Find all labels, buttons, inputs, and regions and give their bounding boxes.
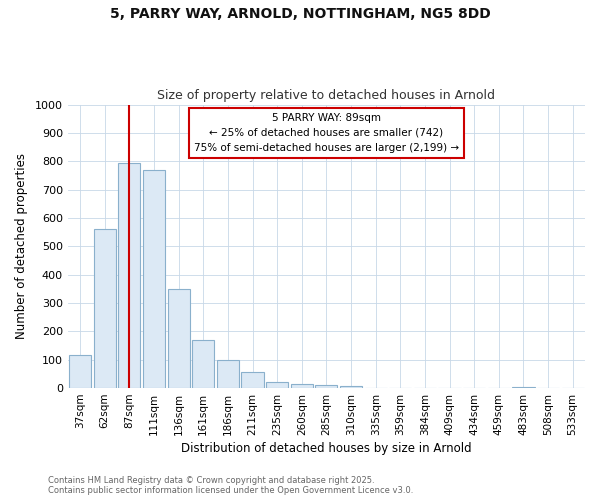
Text: 5 PARRY WAY: 89sqm
← 25% of detached houses are smaller (742)
75% of semi-detach: 5 PARRY WAY: 89sqm ← 25% of detached hou… [194,113,459,152]
Bar [94,230,116,388]
Bar [118,162,140,388]
Bar [290,384,313,388]
Bar [266,382,288,388]
Bar [512,386,535,388]
Bar [241,372,263,388]
Bar [316,385,337,388]
Text: Contains HM Land Registry data © Crown copyright and database right 2025.
Contai: Contains HM Land Registry data © Crown c… [48,476,413,495]
Bar [167,289,190,388]
Bar [143,170,165,388]
X-axis label: Distribution of detached houses by size in Arnold: Distribution of detached houses by size … [181,442,472,455]
Bar [340,386,362,388]
Y-axis label: Number of detached properties: Number of detached properties [15,154,28,340]
Title: Size of property relative to detached houses in Arnold: Size of property relative to detached ho… [157,89,496,102]
Bar [69,356,91,388]
Bar [192,340,214,388]
Text: 5, PARRY WAY, ARNOLD, NOTTINGHAM, NG5 8DD: 5, PARRY WAY, ARNOLD, NOTTINGHAM, NG5 8D… [110,8,490,22]
Bar [217,360,239,388]
